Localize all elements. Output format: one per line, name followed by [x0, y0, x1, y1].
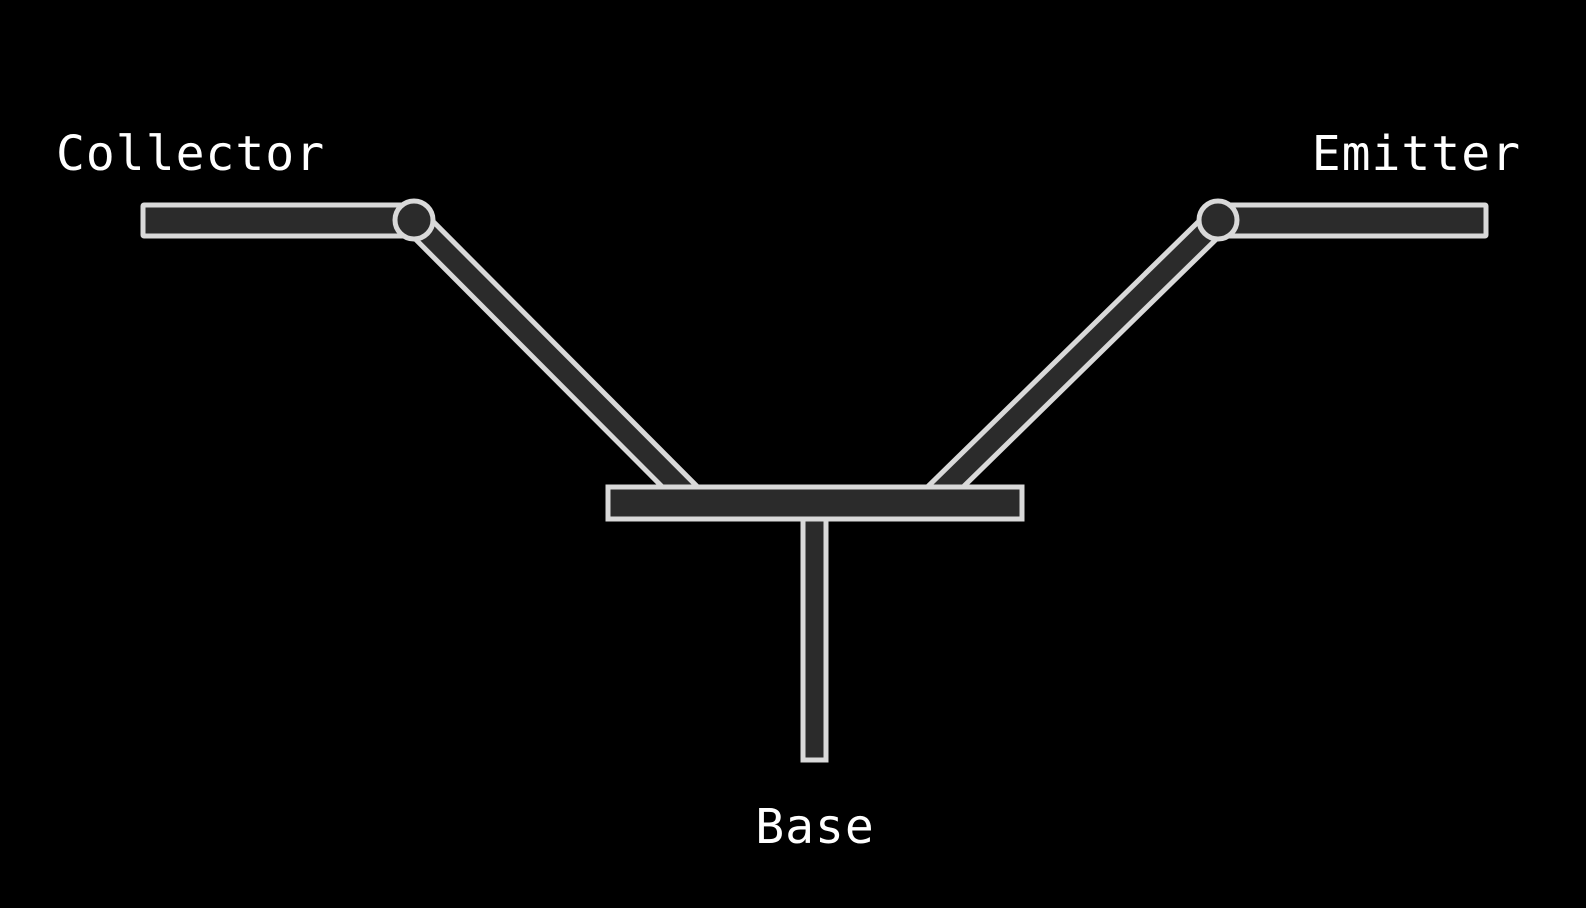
collector-lead	[140, 198, 701, 508]
collector-joint	[392, 198, 436, 242]
base-label: Base	[755, 799, 875, 855]
collector-diagonal-wire	[403, 209, 701, 508]
collector-label: Collector	[56, 126, 326, 182]
emitter-diagonal-wire	[924, 209, 1229, 508]
emitter-wire	[1215, 202, 1489, 239]
base-wire	[800, 512, 829, 763]
base-plate	[605, 484, 1025, 522]
emitter-lead	[924, 198, 1489, 508]
collector-wire	[140, 202, 416, 239]
base-lead	[605, 484, 1025, 763]
emitter-label: Emitter	[1311, 126, 1521, 182]
emitter-joint	[1196, 198, 1240, 242]
